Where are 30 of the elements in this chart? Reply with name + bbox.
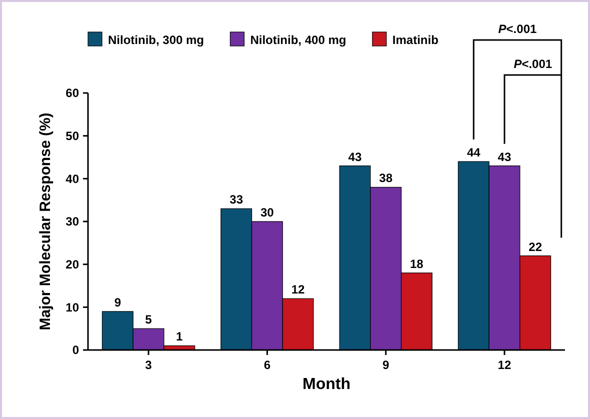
text: P<.001	[514, 57, 552, 71]
data-label: 1	[176, 330, 184, 344]
data-label: 5	[145, 312, 152, 327]
data-label: 30	[260, 206, 274, 220]
legend-label: Imatinib	[392, 33, 438, 47]
data-label: 18	[410, 256, 424, 271]
y-tick-label: 10	[66, 300, 80, 314]
x-tick-label: 3	[145, 358, 152, 372]
y-tick-label: 0	[72, 343, 80, 358]
data-label: 44	[466, 146, 481, 160]
data-label: 33	[230, 192, 244, 207]
data-label: 43	[348, 150, 362, 164]
y-tick-label: 30	[66, 214, 80, 229]
data-label: 38	[379, 171, 393, 186]
x-tick-label: 6	[264, 358, 271, 372]
y-tick-label: 40	[66, 172, 80, 186]
data-label: 43	[498, 150, 512, 164]
text: P<.001	[498, 22, 537, 36]
data-label: 12	[291, 282, 306, 297]
y-axis-title: Major Molecular Response (%)	[37, 112, 54, 330]
y-tick-label: 50	[66, 129, 80, 144]
x-tick-label: 12	[498, 358, 512, 372]
data-label: 9	[114, 295, 122, 310]
x-axis-title: Month	[302, 376, 350, 393]
y-tick-label: 20	[66, 258, 80, 272]
legend-label: Nilotinib, 300 mg	[108, 33, 204, 47]
x-tick-label: 9	[382, 358, 390, 372]
legend-label: Nilotinib, 400 mg	[250, 33, 346, 47]
y-tick-label: 60	[66, 86, 80, 100]
data-label: 22	[528, 240, 542, 254]
